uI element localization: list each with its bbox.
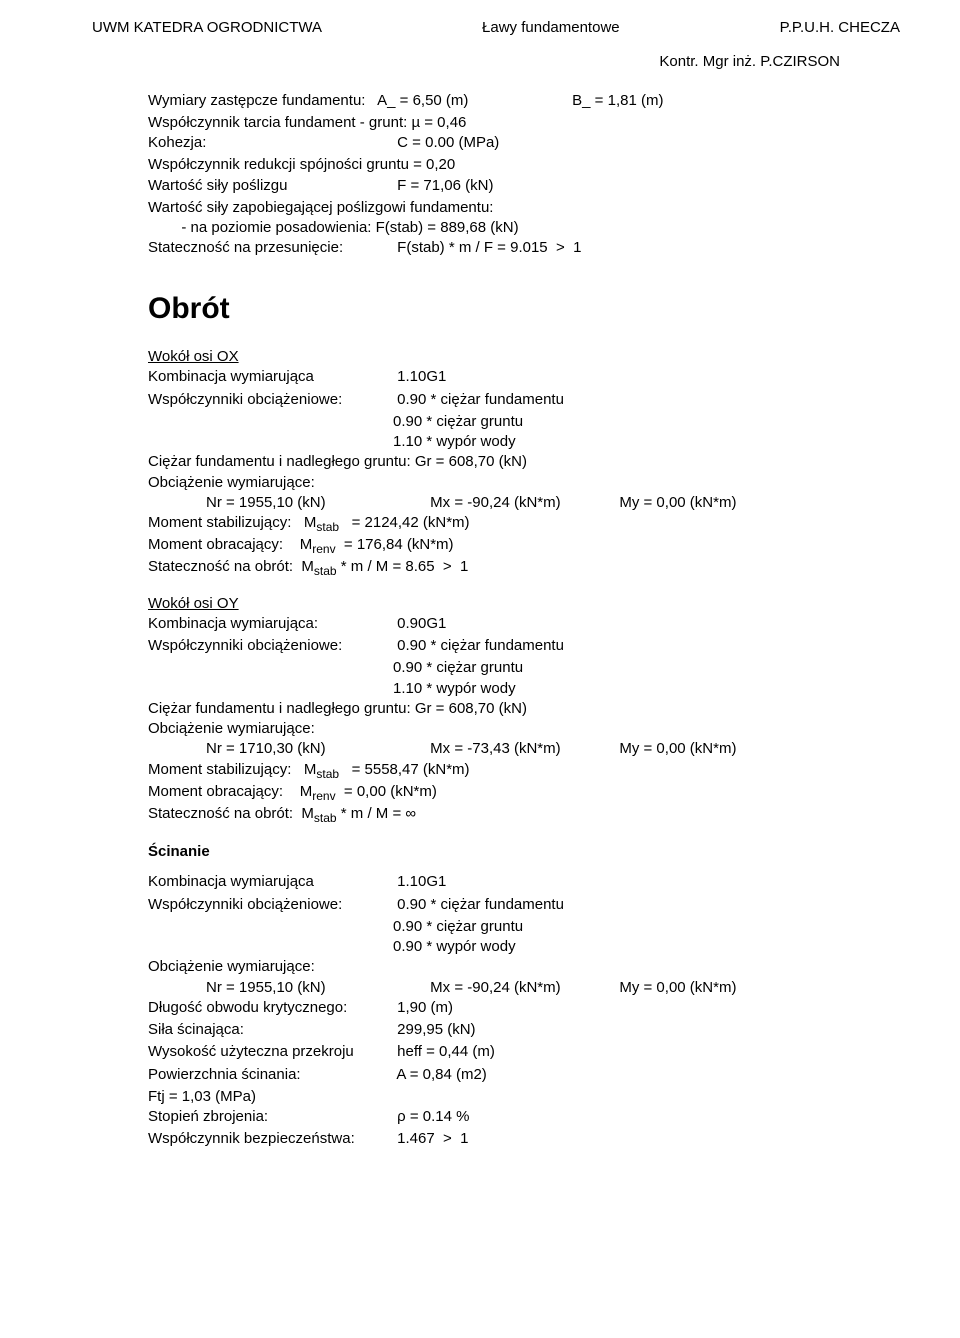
intro-l8b: F(stab) * m / F = 9.015 > 1 [397,239,581,256]
oy-l4: 1.10 * wypór wody [148,679,900,699]
oy-l6: Obciążenie wymiarujące: [148,719,900,739]
ox-l1a: Kombinacja wymiarująca [148,367,393,387]
sc-l6-mx: Mx = -90,24 (kN*m) [430,978,615,998]
intro-l5b: F = 71,06 (kN) [397,177,493,194]
oy-l8a: Moment stabilizujący: M [148,761,316,778]
sc-l1b: 1.10G1 [397,873,446,890]
intro-block: Wymiary zastępcze fundamentu: A_ = 6,50 … [92,91,900,259]
intro-l7: - na poziomie posadowienia: F(stab) = 88… [148,218,900,238]
sc-l5: Obciążenie wymiarujące: [148,957,900,977]
sc-l13a: Współczynnik bezpieczeństwa: [148,1129,393,1149]
oy-l8b: = 5558,47 (kN*m) [339,761,469,778]
oy-l2b: 0.90 * ciężar fundamentu [397,637,564,654]
oy-l3: 0.90 * ciężar gruntu [148,658,900,678]
ox-l5: Ciężar fundamentu i nadległego gruntu: G… [148,452,900,472]
sc-l7b: 1,90 (m) [397,999,453,1016]
intro-l3b: C = 0.00 (MPa) [397,134,499,151]
sc-l2a: Współczynniki obciążeniowe: [148,895,393,915]
ox-l9b: = 176,84 (kN*m) [336,536,454,553]
oy-l10b: * m / M = ∞ [337,805,416,822]
intro-l4: Współczynnik redukcji spójności gruntu =… [148,155,900,175]
sc-l11: Ftj = 1,03 (MPa) [148,1087,900,1107]
sc-l4: 0.90 * wypór wody [148,937,900,957]
sc-l6-my: My = 0,00 (kN*m) [619,979,736,996]
oy-l2a: Współczynniki obciążeniowe: [148,636,393,656]
intro-l2: Współczynnik tarcia fundament - grunt: µ… [148,113,900,133]
ox-l10a: Stateczność na obrót: M [148,558,314,575]
obrot-title: Obrót [148,289,900,330]
oy-l8-sub: stab [316,767,339,781]
oy-title: Wokół osi OY [148,594,900,614]
ox-l2a: Współczynniki obciążeniowe: [148,390,393,410]
oy-l7-my: My = 0,00 (kN*m) [619,740,736,757]
oy-l10-sub: stab [314,811,337,825]
sc-l2b: 0.90 * ciężar fundamentu [397,896,564,913]
ox-l1b: 1.10G1 [397,368,446,385]
oy-l10a: Stateczność na obrót: M [148,805,314,822]
ox-l7-nr: Nr = 1955,10 (kN) [206,493,426,513]
ox-l3: 0.90 * ciężar gruntu [148,412,900,432]
intro-l6: Wartość siły zapobiegającej poślizgowi f… [148,198,900,218]
page-header: UWM KATEDRA OGRODNICTWA Ławy fundamentow… [92,18,900,38]
oy-l1a: Kombinacja wymiarująca: [148,614,393,634]
oy-l9-sub: renv [312,789,335,803]
sc-l9a: Wysokość użyteczna przekroju [148,1042,393,1062]
ox-l7-my: My = 0,00 (kN*m) [619,494,736,511]
ox-title: Wokół osi OX [148,347,900,367]
oy-l9b: = 0,00 (kN*m) [336,783,437,800]
ox-l2b: 0.90 * ciężar fundamentu [397,391,564,408]
sc-l8a: Siła ścinająca: [148,1020,393,1040]
ox-l6: Obciążenie wymiarujące: [148,473,900,493]
header-left: UWM KATEDRA OGRODNICTWA [92,18,322,38]
ox-l9a: Moment obracający: M [148,536,312,553]
oy-l7-mx: Mx = -73,43 (kN*m) [430,739,615,759]
scinanie-title: Ścinanie [148,842,900,862]
sc-l6-nr: Nr = 1955,10 (kN) [206,978,426,998]
header-center: Ławy fundamentowe [482,18,620,38]
ox-l9-sub: renv [312,542,335,556]
oy-l1b: 0.90G1 [397,615,446,632]
ox-l7-mx: Mx = -90,24 (kN*m) [430,493,615,513]
sc-l10b: A = 0,84 (m2) [396,1066,486,1083]
intro-l1b: B_ = 1,81 (m) [572,92,663,109]
ox-l10-sub: stab [314,564,337,578]
ox-l4: 1.10 * wypór wody [148,432,900,452]
intro-l5a: Wartość siły poślizgu [148,176,393,196]
header-right: P.P.U.H. CHECZA [780,18,900,38]
sc-l12a: Stopień zbrojenia: [148,1107,393,1127]
intro-l1a: Wymiary zastępcze fundamentu: A_ = 6,50 … [148,91,568,111]
sc-l8b: 299,95 (kN) [397,1021,475,1038]
intro-l8a: Stateczność na przesunięcie: [148,238,393,258]
oy-l7-nr: Nr = 1710,30 (kN) [206,739,426,759]
sc-l7a: Długość obwodu krytycznego: [148,998,393,1018]
intro-l3a: Kohezja: [148,133,393,153]
oy-l5: Ciężar fundamentu i nadległego gruntu: G… [148,699,900,719]
sc-l12b: ρ = 0.14 % [397,1108,469,1125]
header-sub-right: Kontr. Mgr inż. P.CZIRSON [92,52,900,72]
oy-l9a: Moment obracający: M [148,783,312,800]
sc-l9b: heff = 0,44 (m) [397,1043,495,1060]
sc-l10a: Powierzchnia ścinania: [148,1065,393,1085]
ox-l8-sub: stab [316,520,339,534]
obrot-block: Obrót Wokół osi OX Kombinacja wymiarując… [92,289,900,1150]
sc-l3: 0.90 * ciężar gruntu [148,917,900,937]
sc-l1a: Kombinacja wymiarująca [148,872,393,892]
ox-l8b: = 2124,42 (kN*m) [339,514,469,531]
ox-l10b: * m / M = 8.65 > 1 [337,558,469,575]
ox-l8a: Moment stabilizujący: M [148,514,316,531]
sc-l13b: 1.467 > 1 [397,1130,468,1147]
